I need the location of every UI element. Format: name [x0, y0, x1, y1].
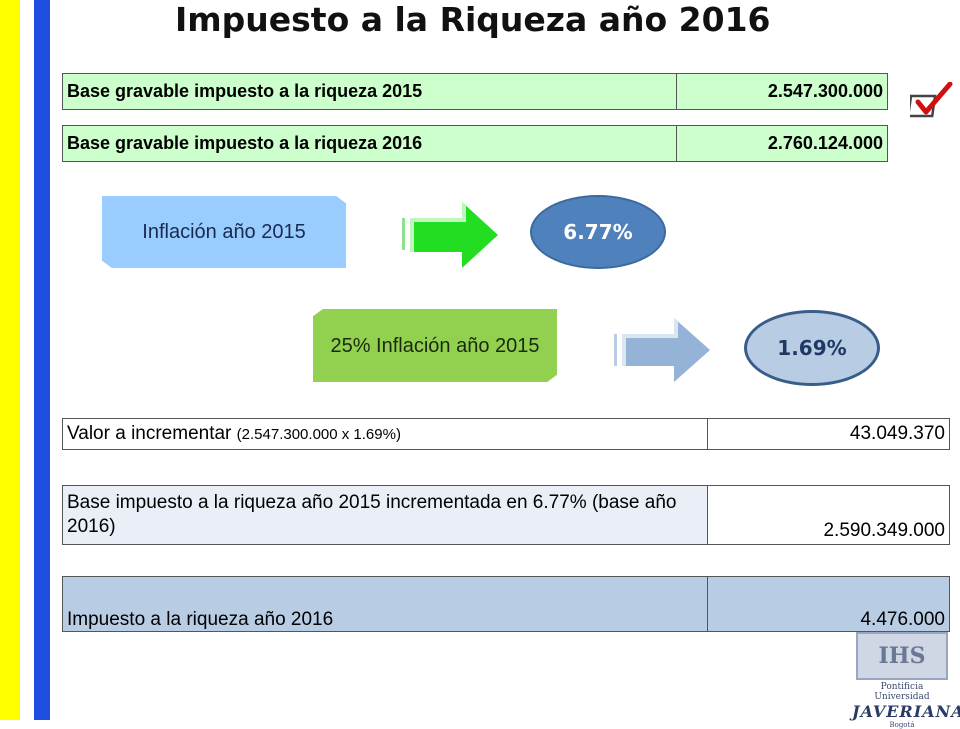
increment-value: 43.049.370 — [707, 418, 950, 450]
logo-line3: Bogotá — [889, 721, 915, 729]
table-row: Base gravable impuesto a la riqueza 2016… — [62, 125, 888, 162]
quarter-inflation-card-text: 25% Inflación año 2015 — [330, 334, 540, 357]
left-stripe-blue — [34, 0, 50, 720]
tax-value: 4.476.000 — [707, 576, 950, 632]
incremented-base-label: Base impuesto a la riqueza año 2015 incr… — [62, 485, 708, 545]
inflation-rate-value: 6.77% — [563, 220, 633, 244]
tax-label: Impuesto a la riqueza año 2016 — [62, 576, 708, 632]
base-2016-value: 2.760.124.000 — [676, 125, 888, 162]
left-stripe-yellow — [0, 0, 20, 720]
university-crest-icon: IHS — [856, 632, 948, 680]
increment-table: Valor a incrementar (2.547.300.000 x 1.6… — [62, 418, 950, 450]
base-2015-value: 2.547.300.000 — [676, 73, 888, 110]
table-row: Valor a incrementar (2.547.300.000 x 1.6… — [62, 418, 950, 450]
university-logo: IHS Pontificia Universidad JAVERIANA Bog… — [852, 632, 960, 729]
quarter-inflation-rate-value: 1.69% — [777, 336, 847, 360]
base-2015-label: Base gravable impuesto a la riqueza 2015 — [62, 73, 677, 110]
incremented-base-table: Base impuesto a la riqueza año 2015 incr… — [62, 485, 950, 545]
inflation-card: Inflación año 2015 — [102, 196, 346, 268]
base-2016-label: Base gravable impuesto a la riqueza 2016 — [62, 125, 677, 162]
right-arrow-icon — [614, 318, 710, 382]
logo-line2: JAVERIANA — [852, 702, 960, 721]
quarter-inflation-card: 25% Inflación año 2015 — [313, 309, 557, 382]
inflation-rate-oval: 6.77% — [530, 195, 666, 269]
increment-formula: (2.547.300.000 x 1.69%) — [236, 426, 401, 443]
tax-table: Impuesto a la riqueza año 2016 4.476.000 — [62, 576, 950, 632]
right-arrow-icon — [402, 202, 498, 268]
page-title: Impuesto a la Riqueza año 2016 — [175, 0, 771, 39]
table-row: Base gravable impuesto a la riqueza 2015… — [62, 73, 888, 110]
quarter-inflation-rate-oval: 1.69% — [744, 310, 880, 386]
incremented-base-value: 2.590.349.000 — [707, 485, 950, 545]
inflation-card-text: Inflación año 2015 — [142, 221, 306, 243]
table-row: Impuesto a la riqueza año 2016 4.476.000 — [62, 576, 950, 632]
base-2015-table: Base gravable impuesto a la riqueza 2015… — [62, 73, 888, 110]
left-stripe-white — [20, 0, 34, 720]
base-2016-table: Base gravable impuesto a la riqueza 2016… — [62, 125, 888, 162]
increment-label-cell: Valor a incrementar (2.547.300.000 x 1.6… — [62, 418, 708, 450]
increment-label: Valor a incrementar — [67, 423, 232, 444]
checkmark-box-icon — [910, 82, 953, 118]
logo-line1: Pontificia Universidad — [874, 682, 930, 702]
table-row: Base impuesto a la riqueza año 2015 incr… — [62, 485, 950, 545]
